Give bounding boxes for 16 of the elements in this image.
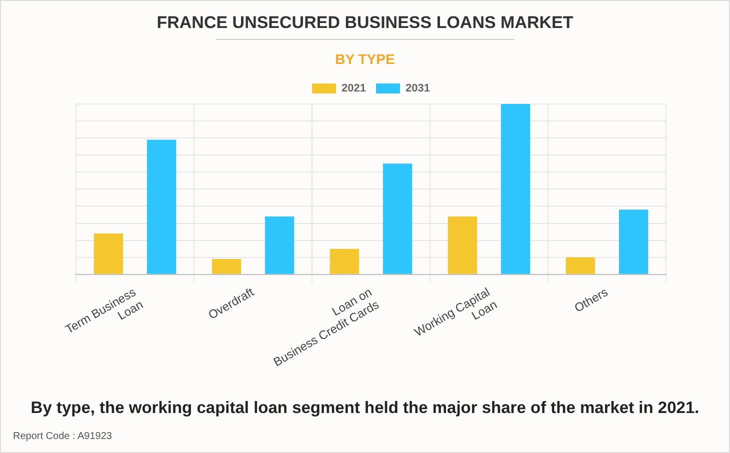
text: Report Code : A91923 — [13, 431, 112, 442]
chart-title: FRANCE UNSECURED BUSINESS LOANS MARKET — [156, 13, 574, 33]
bar — [212, 259, 242, 274]
bar — [382, 164, 412, 274]
text: By type, the working capital loan segment held the major share of the market in 2021. — [30, 399, 700, 418]
bar — [94, 233, 124, 274]
legend-label: 2021 — [342, 82, 366, 95]
bar — [618, 210, 648, 274]
bar — [330, 248, 360, 274]
bar — [264, 216, 294, 274]
legend-label: 2031 — [406, 82, 430, 95]
bar — [566, 257, 596, 274]
bar — [500, 104, 530, 274]
bar — [448, 216, 478, 274]
chart-subtitle: BY TYPE — [334, 51, 396, 67]
bar — [146, 140, 176, 274]
